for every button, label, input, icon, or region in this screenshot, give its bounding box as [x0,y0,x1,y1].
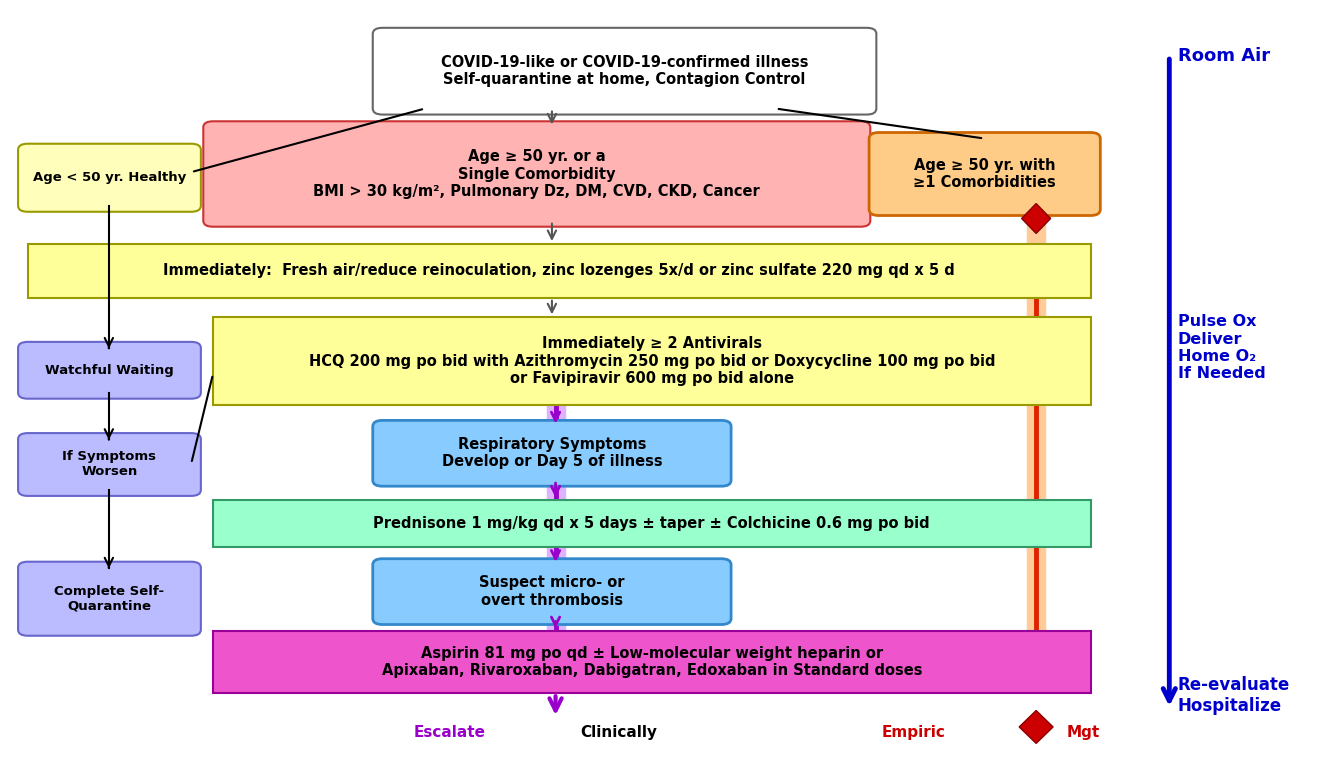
FancyBboxPatch shape [204,121,871,227]
Text: Room Air: Room Air [1177,47,1270,65]
FancyBboxPatch shape [19,342,201,399]
FancyBboxPatch shape [213,631,1090,694]
Text: Complete Self-
Quarantine: Complete Self- Quarantine [54,584,164,613]
Text: Age ≥ 50 yr. or a
Single Comorbidity
BMI > 30 kg/m², Pulmonary Dz, DM, CVD, CKD,: Age ≥ 50 yr. or a Single Comorbidity BMI… [314,149,761,199]
Text: Age ≥ 50 yr. with
≥1 Comorbidities: Age ≥ 50 yr. with ≥1 Comorbidities [913,158,1056,190]
Text: Prednisone 1 mg/kg qd x 5 days ± taper ± Colchicine 0.6 mg po bid: Prednisone 1 mg/kg qd x 5 days ± taper ±… [373,517,930,532]
FancyBboxPatch shape [373,27,876,114]
Text: Age < 50 yr. Healthy: Age < 50 yr. Healthy [33,171,187,184]
Text: Empiric: Empiric [881,726,946,740]
Text: Re-evaluate
Hospitalize: Re-evaluate Hospitalize [1177,676,1290,715]
Text: COVID-19-like or COVID-19-confirmed illness
Self-quarantine at home, Contagion C: COVID-19-like or COVID-19-confirmed illn… [441,55,808,88]
FancyBboxPatch shape [19,562,201,636]
Text: Watchful Waiting: Watchful Waiting [45,364,173,377]
FancyBboxPatch shape [869,133,1101,215]
Text: If Symptoms
Worsen: If Symptoms Worsen [62,450,156,478]
FancyBboxPatch shape [373,420,732,486]
FancyBboxPatch shape [213,317,1090,405]
FancyBboxPatch shape [28,244,1090,298]
Text: Suspect micro- or
overt thrombosis: Suspect micro- or overt thrombosis [479,575,624,608]
FancyBboxPatch shape [373,559,732,624]
FancyBboxPatch shape [213,501,1090,548]
FancyBboxPatch shape [19,433,201,496]
Text: Pulse Ox
Deliver
Home O₂
If Needed: Pulse Ox Deliver Home O₂ If Needed [1177,314,1266,382]
FancyBboxPatch shape [19,143,201,212]
Polygon shape [1021,204,1050,233]
Text: Clinically: Clinically [579,726,656,740]
Text: Respiratory Symptoms
Develop or Day 5 of illness: Respiratory Symptoms Develop or Day 5 of… [442,437,663,469]
Text: Mgt: Mgt [1066,726,1099,740]
Text: Escalate: Escalate [413,726,486,740]
Polygon shape [1019,710,1053,743]
Text: Immediately:  Fresh air/reduce reinoculation, zinc lozenges 5x/d or zinc sulfate: Immediately: Fresh air/reduce reinoculat… [163,263,955,278]
Text: Immediately ≥ 2 Antivirals
HCQ 200 mg po bid with Azithromycin 250 mg po bid or : Immediately ≥ 2 Antivirals HCQ 200 mg po… [308,336,995,386]
Text: Aspirin 81 mg po qd ± Low-molecular weight heparin or
Apixaban, Rivaroxaban, Dab: Aspirin 81 mg po qd ± Low-molecular weig… [381,646,922,678]
